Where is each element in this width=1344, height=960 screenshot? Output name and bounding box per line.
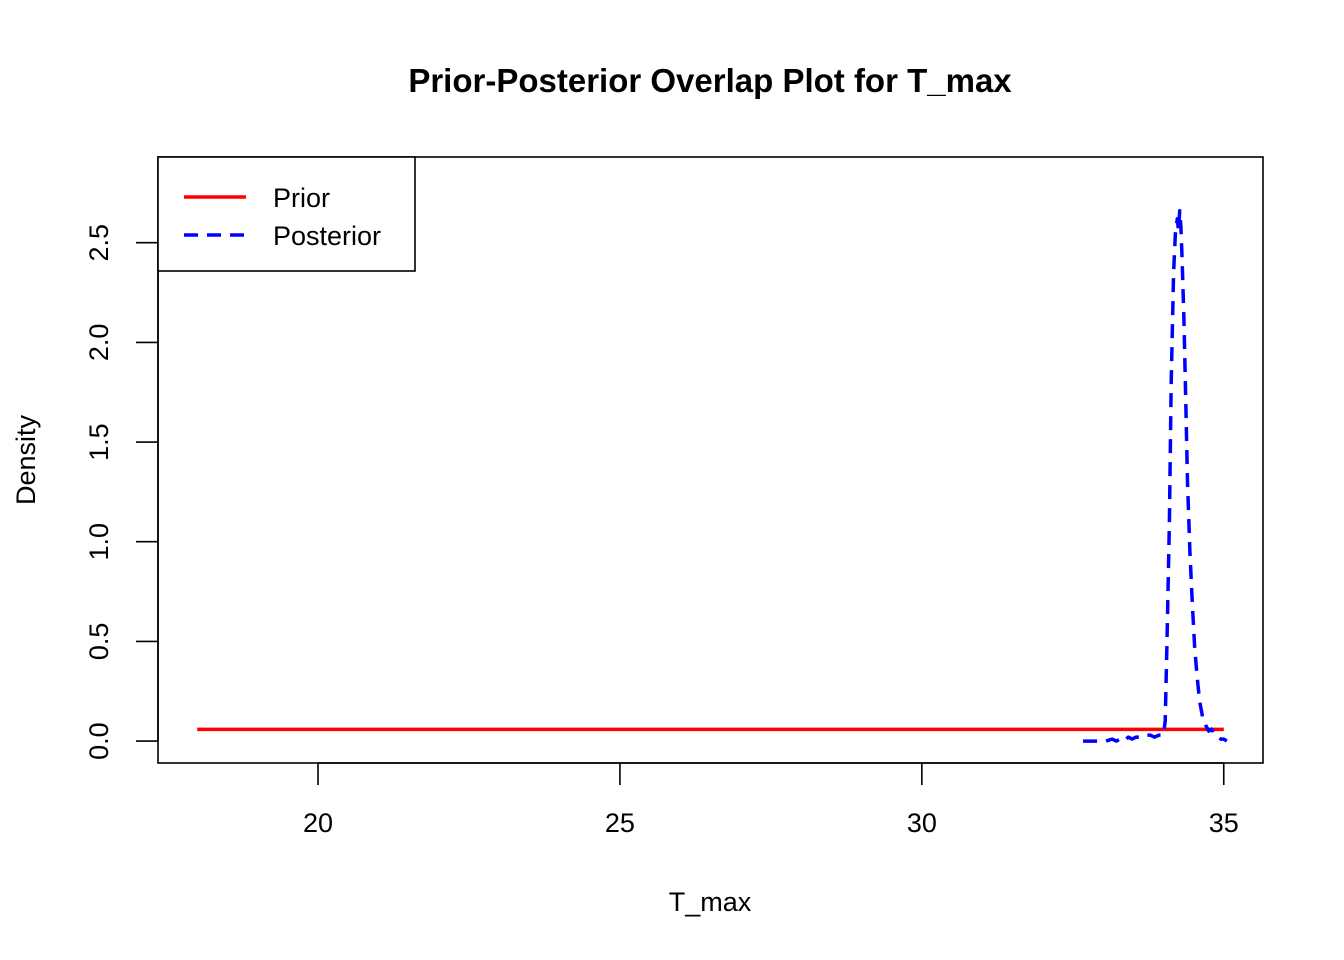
x-axis: 20 25 30 35 [303, 762, 1239, 838]
y-tick-label: 1.0 [84, 523, 114, 561]
x-axis-label: T_max [669, 887, 752, 917]
x-tick-label: 20 [303, 808, 333, 838]
y-axis-label: Density [11, 414, 41, 505]
legend-box [157, 156, 416, 272]
y-tick-label: 2.5 [84, 224, 114, 262]
legend: Prior Posterior [157, 156, 416, 272]
plot-frame [157, 156, 1264, 764]
x-tick-label: 30 [907, 808, 937, 838]
y-tick-label: 0.5 [84, 623, 114, 661]
y-axis: 0.0 0.5 1.0 1.5 2.0 2.5 [84, 224, 159, 760]
y-tick-label: 2.0 [84, 324, 114, 362]
y-tick-label: 1.5 [84, 423, 114, 461]
y-tick-label: 0.0 [84, 722, 114, 760]
legend-label-prior: Prior [273, 183, 330, 213]
series-line-posterior [1083, 209, 1228, 743]
x-tick-label: 35 [1209, 808, 1239, 838]
plot-area [197, 209, 1228, 743]
legend-label-posterior: Posterior [273, 221, 381, 251]
x-tick-label: 25 [605, 808, 635, 838]
chart-title: Prior-Posterior Overlap Plot for T_max [408, 62, 1012, 99]
